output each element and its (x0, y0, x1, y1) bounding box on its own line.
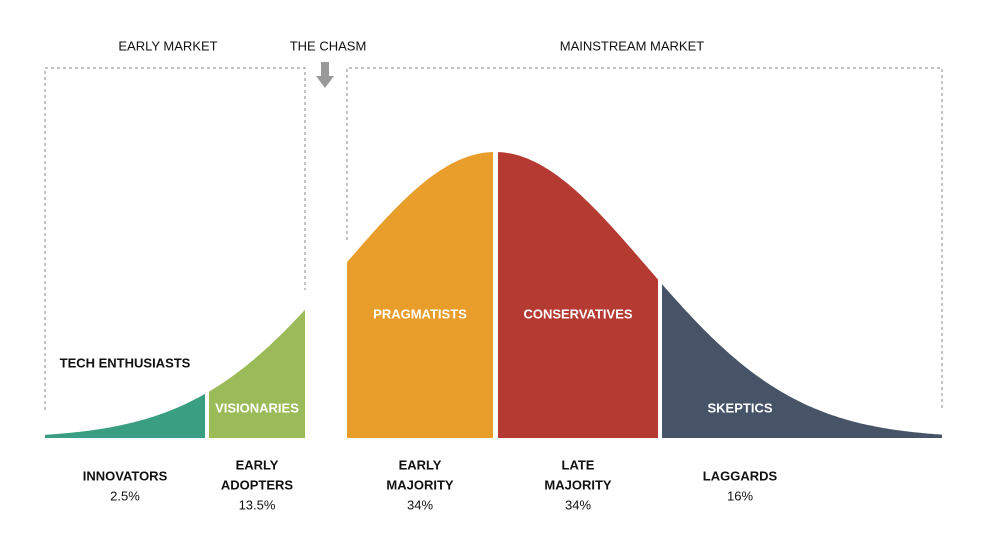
chasm-label: THE CHASM (290, 38, 367, 53)
share-label: 16% (727, 488, 753, 503)
segment-name: SKEPTICS (707, 400, 772, 415)
group-label: EARLY (236, 457, 279, 472)
share-label: 13.5% (239, 497, 276, 512)
group-label: MAJORITY (386, 477, 454, 492)
early-market-bracket (44, 67, 306, 410)
group-label: LAGGARDS (703, 468, 778, 483)
segment-area (209, 309, 305, 438)
group-label: ADOPTERS (221, 477, 294, 492)
group-label: MAJORITY (544, 477, 612, 492)
share-label: 2.5% (110, 488, 140, 503)
segment-area (45, 393, 205, 438)
segment-area (498, 152, 658, 438)
segment-name: VISIONARIES (215, 400, 299, 415)
segment-name: CONSERVATIVES (523, 306, 632, 321)
chasm-arrow (316, 62, 334, 88)
group-label: INNOVATORS (83, 468, 168, 483)
mainstream-market-bracket (346, 67, 943, 410)
segment-name: PRAGMATISTS (373, 306, 467, 321)
mainstream-market-label: MAINSTREAM MARKET (560, 38, 705, 53)
early-market-label: EARLY MARKET (118, 38, 217, 53)
segment-area (347, 152, 493, 438)
group-label: EARLY (399, 457, 442, 472)
share-label: 34% (407, 497, 433, 512)
segment-name: TECH ENTHUSIASTS (60, 355, 191, 370)
segment-area (662, 284, 942, 438)
share-label: 34% (565, 497, 591, 512)
group-label: LATE (562, 457, 595, 472)
